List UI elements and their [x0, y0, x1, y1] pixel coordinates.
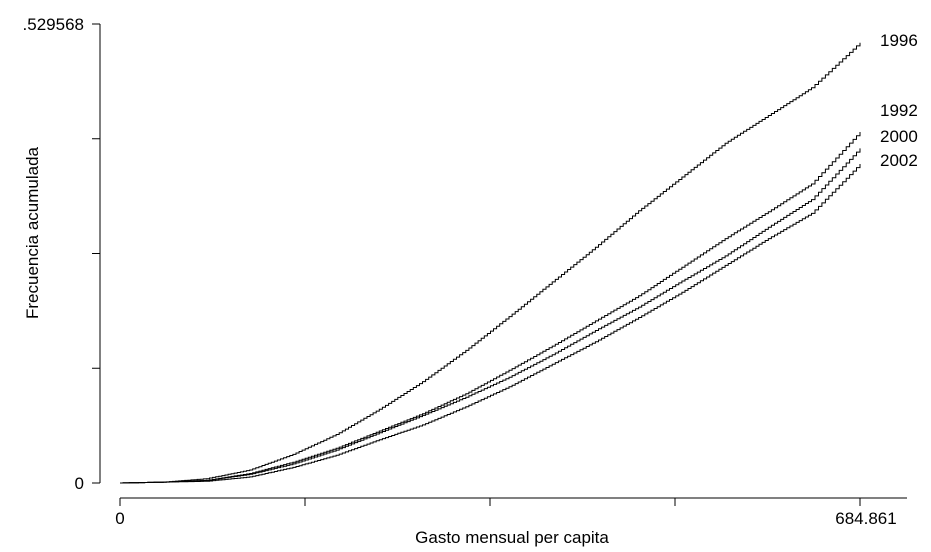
- series-line-1996: [120, 42, 861, 484]
- y-tick-label-max: .529568: [23, 15, 84, 34]
- series-label-1996: 1996: [880, 31, 918, 50]
- x-axis-label: Gasto mensual per capita: [415, 528, 609, 547]
- series-lines: [120, 42, 861, 484]
- series-label-2000: 2000: [880, 127, 918, 146]
- y-tick-label-zero: 0: [75, 474, 84, 493]
- series-line-2002: [120, 164, 861, 484]
- series-line-1992: [120, 132, 861, 484]
- x-tick-label-zero: 0: [115, 509, 124, 528]
- series-line-2000: [120, 148, 861, 484]
- x-tick-label-max: 684.861: [835, 509, 896, 528]
- series-label-2002: 2002: [880, 151, 918, 170]
- y-axis-label: Frecuencia acumulada: [23, 146, 42, 319]
- series-labels: 1996 1992 2000 2002: [880, 31, 918, 170]
- axis-ticks: [92, 23, 861, 506]
- series-label-1992: 1992: [880, 101, 918, 120]
